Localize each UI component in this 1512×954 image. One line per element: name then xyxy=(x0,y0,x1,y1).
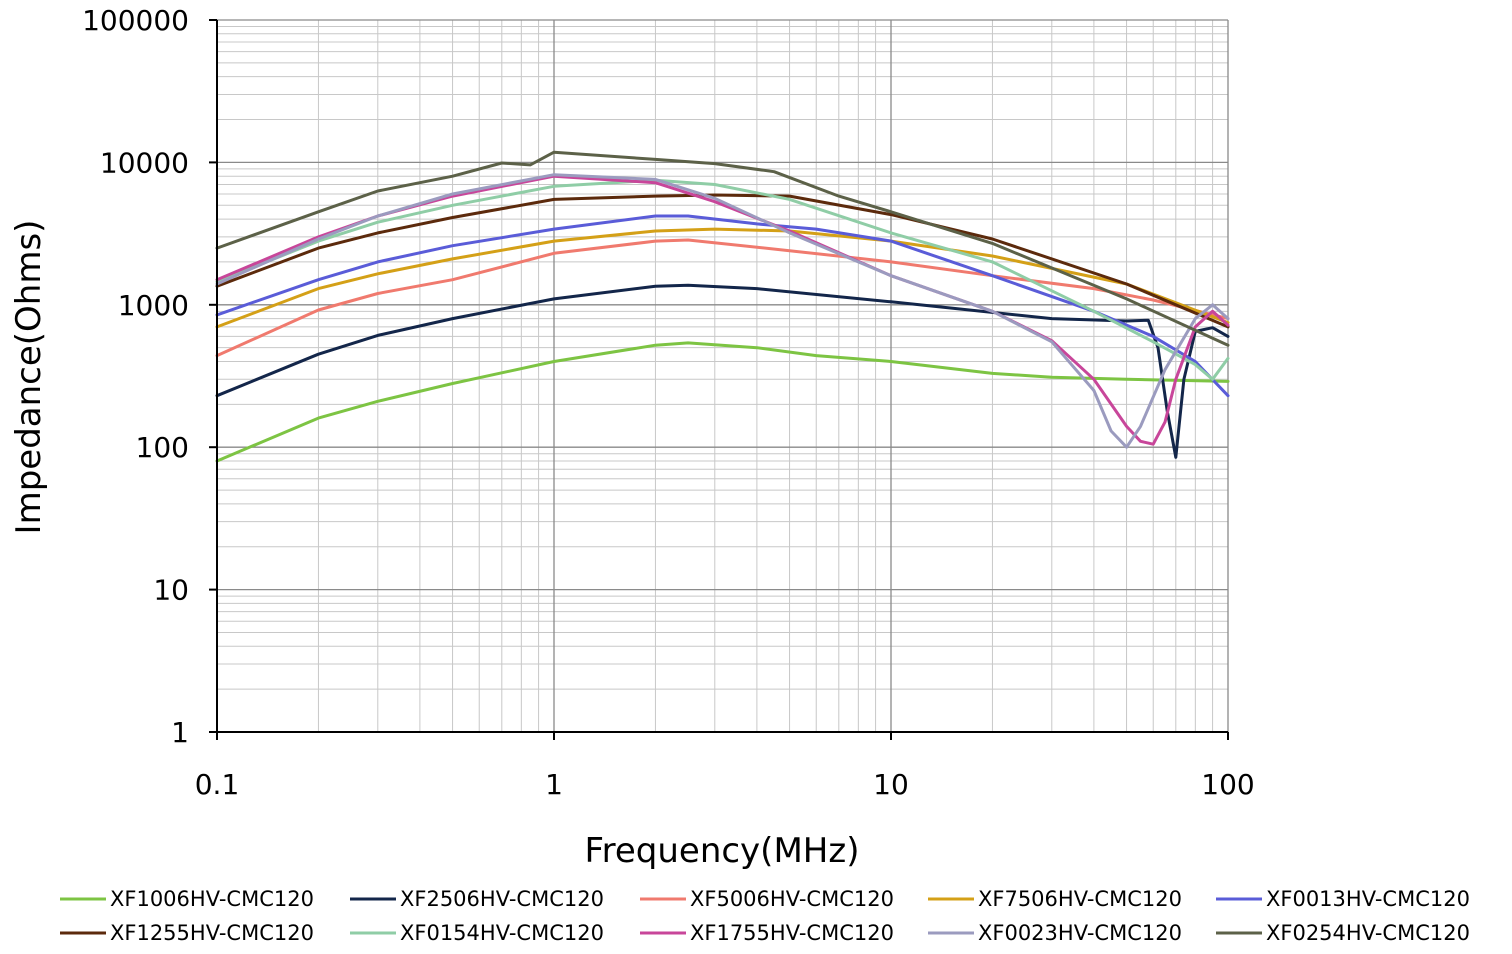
y-tick-label: 100000 xyxy=(82,4,189,37)
legend-item: XF0023HV-CMC120 xyxy=(928,921,1182,945)
y-tick-labels: 1 10 100 1000 10000 100000 xyxy=(82,4,189,749)
legend-item: XF7506HV-CMC120 xyxy=(928,887,1182,911)
legend-label: XF1006HV-CMC120 xyxy=(110,887,314,911)
series-line xyxy=(215,173,1230,449)
legend-label: XF0013HV-CMC120 xyxy=(1266,887,1470,911)
series-line xyxy=(215,227,1230,329)
y-tick-label: 10000 xyxy=(100,146,189,179)
x-axis-title: Frequency(MHz) xyxy=(585,831,860,871)
legend-item: XF0013HV-CMC120 xyxy=(1216,887,1470,911)
y-axis-title: Impedance(Ohms) xyxy=(9,220,49,535)
series-line xyxy=(215,193,1230,329)
major-gridlines xyxy=(216,19,1229,733)
legend-label: XF5006HV-CMC120 xyxy=(690,887,894,911)
series-line xyxy=(215,178,1230,381)
legend-item: XF5006HV-CMC120 xyxy=(640,887,894,911)
legend-label: XF2506HV-CMC120 xyxy=(400,887,604,911)
minor-gridlines xyxy=(217,20,1228,732)
series-line xyxy=(215,150,1230,347)
series-line xyxy=(215,238,1230,358)
legend-label: XF1255HV-CMC120 xyxy=(110,921,314,945)
legend-item: XF0154HV-CMC120 xyxy=(350,921,604,945)
x-tick-label: 1 xyxy=(545,768,563,801)
y-tick-label: 1000 xyxy=(118,289,189,322)
series-line xyxy=(215,214,1230,398)
series-line xyxy=(215,283,1230,459)
legend-label: XF7506HV-CMC120 xyxy=(978,887,1182,911)
legend-label: XF0023HV-CMC120 xyxy=(978,921,1182,945)
legend-item: XF1255HV-CMC120 xyxy=(60,921,314,945)
axes xyxy=(209,19,1229,740)
legend-item: XF1006HV-CMC120 xyxy=(60,887,314,911)
legend-label: XF0154HV-CMC120 xyxy=(400,921,604,945)
legend: XF1006HV-CMC120 XF2506HV-CMC120 XF5006HV-C… xyxy=(60,887,1470,945)
y-tick-label: 10 xyxy=(153,574,189,607)
y-tick-label: 100 xyxy=(136,431,189,464)
series-line xyxy=(215,341,1230,463)
legend-item: XF2506HV-CMC120 xyxy=(350,887,604,911)
legend-item: XF1755HV-CMC120 xyxy=(640,921,894,945)
x-tick-label: 0.1 xyxy=(195,768,240,801)
y-tick-label: 1 xyxy=(171,716,189,749)
legend-label: XF1755HV-CMC120 xyxy=(690,921,894,945)
legend-label: XF0254HV-CMC120 xyxy=(1266,921,1470,945)
x-tick-labels: 0.1 1 10 100 xyxy=(195,768,1255,801)
x-tick-label: 100 xyxy=(1201,768,1254,801)
x-tick-label: 10 xyxy=(873,768,909,801)
series-lines xyxy=(215,150,1230,463)
legend-item: XF0254HV-CMC120 xyxy=(1216,921,1470,945)
